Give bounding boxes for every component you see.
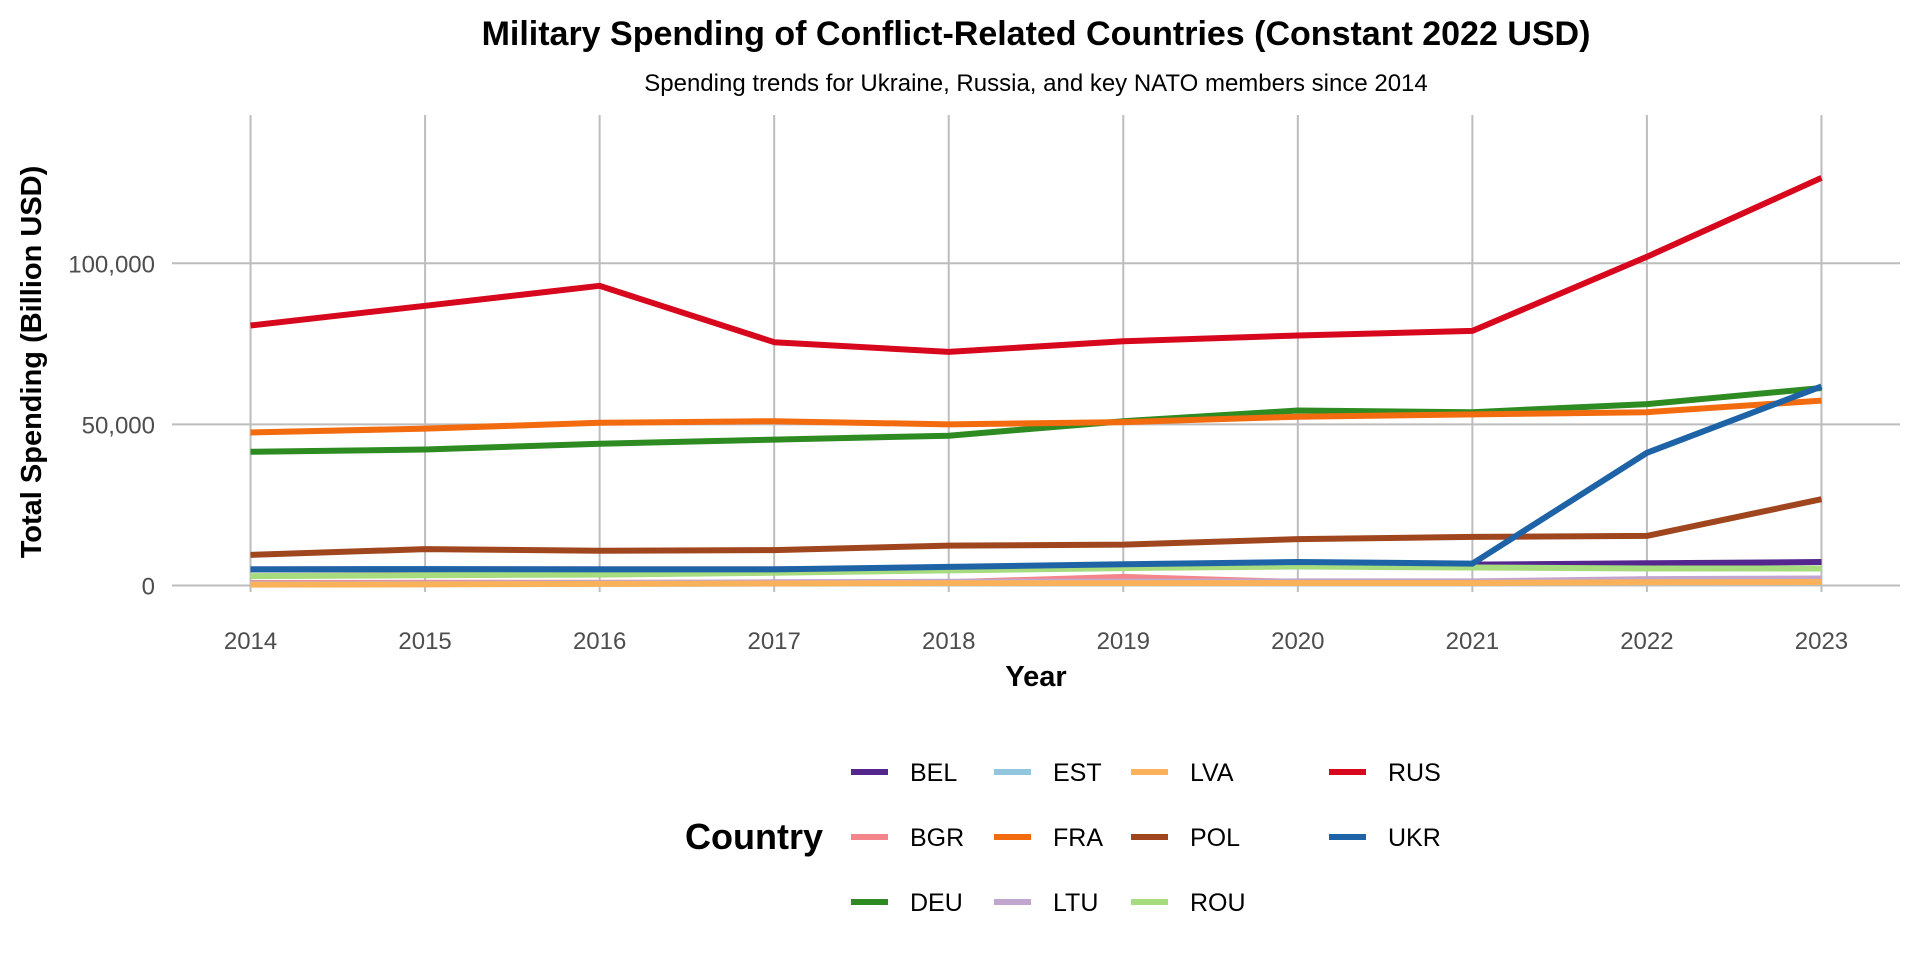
legend-item-deu: DEU xyxy=(851,889,963,917)
legend-label: ROU xyxy=(1190,889,1246,917)
legend-items: BEL EST LVA RUS BGR FRA POL UKR DEU LTU ROU xyxy=(851,759,1441,917)
gridlines xyxy=(172,115,1900,592)
x-tick-label: 2019 xyxy=(1097,628,1150,655)
legend-item-est: EST xyxy=(994,759,1102,787)
legend-item-fra: FRA xyxy=(994,824,1103,852)
legend-label: BEL xyxy=(910,759,957,787)
series-line-rou xyxy=(250,563,1822,580)
y-axis-ticks: 0 50,000 100,000 xyxy=(68,251,155,600)
legend-label: POL xyxy=(1190,824,1240,852)
chart-subtitle: Spending trends for Ukraine, Russia, and… xyxy=(644,70,1428,97)
x-tick-label: 2021 xyxy=(1446,628,1499,655)
legend-label: UKR xyxy=(1388,824,1441,852)
legend-label: RUS xyxy=(1388,759,1441,787)
x-axis-ticks: 2014 2015 2016 2017 2018 2019 2020 2021 2022 2023 xyxy=(224,628,1848,655)
x-tick-label: 2014 xyxy=(224,628,277,655)
legend-label: BGR xyxy=(910,824,964,852)
x-tick-label: 2018 xyxy=(922,628,975,655)
legend-item-ukr: UKR xyxy=(1329,824,1441,852)
y-tick-label: 0 xyxy=(142,574,155,601)
series-line-rus xyxy=(250,175,1823,355)
series-line-pol xyxy=(250,496,1823,558)
legend-item-ltu: LTU xyxy=(994,889,1098,917)
legend-item-rou: ROU xyxy=(1131,889,1246,917)
series-line-deu xyxy=(250,385,1822,455)
legend-item-bgr: BGR xyxy=(851,824,964,852)
legend-item-rus: RUS xyxy=(1329,759,1441,787)
y-axis-title: Total Spending (Billion USD) xyxy=(16,166,48,559)
legend-label: LTU xyxy=(1053,889,1098,917)
x-tick-label: 2023 xyxy=(1795,628,1848,655)
legend-item-lva: LVA xyxy=(1131,759,1234,787)
legend-label: FRA xyxy=(1053,824,1103,852)
legend-label: EST xyxy=(1053,759,1102,787)
x-axis-title: Year xyxy=(1005,661,1066,693)
legend-title: Country xyxy=(685,816,823,857)
series-line-ukr xyxy=(250,383,1823,573)
series-line-fra xyxy=(250,397,1822,436)
legend-item-pol: POL xyxy=(1131,824,1240,852)
x-tick-label: 2022 xyxy=(1620,628,1673,655)
legend-label: LVA xyxy=(1190,759,1234,787)
legend: Country BEL EST LVA RUS BGR FRA POL UKR DEU LTU RO… xyxy=(685,759,1441,917)
x-tick-label: 2016 xyxy=(573,628,626,655)
y-tick-label: 100,000 xyxy=(68,251,155,278)
x-tick-label: 2017 xyxy=(747,628,800,655)
x-tick-label: 2020 xyxy=(1271,628,1324,655)
x-tick-label: 2015 xyxy=(398,628,451,655)
chart-title: Military Spending of Conflict-Related Co… xyxy=(482,15,1591,53)
legend-label: DEU xyxy=(910,889,963,917)
legend-item-bel: BEL xyxy=(851,759,957,787)
y-tick-label: 50,000 xyxy=(82,412,155,439)
series-lines xyxy=(250,175,1823,588)
series-line-lva xyxy=(250,579,1822,588)
